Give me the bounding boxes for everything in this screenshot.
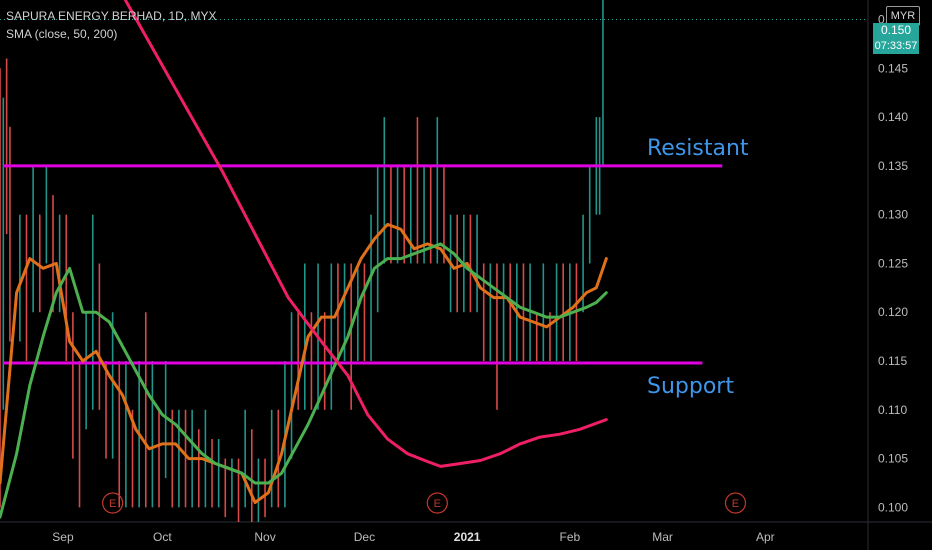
price-tick-label: 0.140 bbox=[878, 110, 908, 124]
time-tick-label: 2021 bbox=[454, 530, 481, 544]
time-tick-label: Oct bbox=[153, 530, 172, 544]
time-tick-label: Mar bbox=[652, 530, 673, 544]
price-tick-label: 0.130 bbox=[878, 208, 908, 222]
earnings-marker-label: E bbox=[434, 498, 441, 510]
resistant-label: Resistant bbox=[647, 136, 749, 161]
time-tick-label: Sep bbox=[52, 530, 74, 544]
earnings-marker bbox=[724, 492, 747, 514]
time-tick-label: Nov bbox=[254, 530, 275, 544]
time-tick-label: Apr bbox=[756, 530, 775, 544]
level-lines bbox=[3, 164, 723, 365]
price-tick-label: 0.120 bbox=[878, 305, 908, 319]
price-tick-label: 0.115 bbox=[878, 354, 907, 368]
earnings-marker bbox=[426, 492, 448, 514]
current-price-label: 0.150 bbox=[873, 23, 919, 38]
price-tick-label: 0.125 bbox=[878, 256, 908, 270]
price-tick-label: 0.135 bbox=[878, 159, 908, 173]
price-tick-label: 0.110 bbox=[878, 403, 907, 417]
sma-fast-line bbox=[0, 222, 608, 504]
sma-200-line bbox=[123, 0, 608, 468]
bar-countdown-label: 07:33:57 bbox=[873, 38, 919, 54]
price-axis[interactable]: 0.100 0.105 0.110 0.115 0.120 0.125 0.130 0.135… bbox=[878, 13, 908, 515]
sma-50-line bbox=[0, 242, 608, 519]
support-label: Support bbox=[647, 374, 734, 399]
time-tick-label: Dec bbox=[354, 530, 375, 544]
indicator-legend[interactable]: SMA (close, 50, 200) bbox=[6, 27, 118, 41]
time-tick-label: Feb bbox=[559, 530, 580, 544]
earnings-marker bbox=[102, 492, 124, 514]
price-bars bbox=[0, 0, 604, 522]
price-tick-label: 0.105 bbox=[878, 452, 908, 466]
price-tick-label: 0.145 bbox=[878, 61, 908, 75]
time-axis[interactable]: Sep Oct Nov Dec 2021 Feb Mar Apr bbox=[52, 530, 774, 544]
symbol-title[interactable]: SAPURA ENERGY BERHAD, 1D, MYX bbox=[6, 9, 217, 23]
price-tick-label: 0.100 bbox=[878, 500, 908, 514]
earnings-marker-label: E bbox=[109, 498, 116, 510]
earnings-marker-label: E bbox=[732, 498, 739, 510]
moving-averages bbox=[0, 0, 608, 519]
